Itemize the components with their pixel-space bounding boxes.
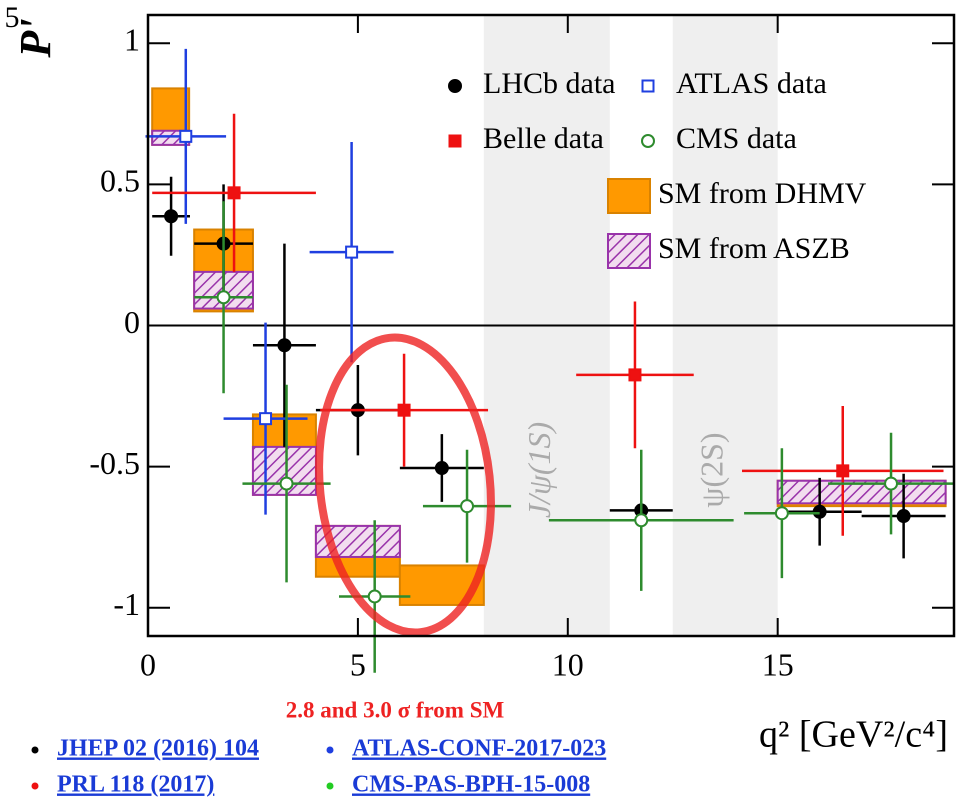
data-point (397, 403, 411, 417)
x-axis-label: q² [GeV²/c⁴] (759, 714, 948, 756)
data-point (179, 129, 193, 143)
y-axis-label: P' (11, 18, 60, 58)
data-point (227, 186, 241, 200)
x-tick-label: 10 (552, 646, 584, 682)
y-axis-label-sub: 5 (5, 1, 20, 34)
y-tick-label: -0.5 (89, 445, 140, 481)
x-tick-label: 15 (762, 646, 794, 682)
data-point (434, 461, 449, 476)
data-point (836, 464, 850, 478)
reference-bullet (31, 746, 39, 754)
data-point (259, 412, 273, 426)
points-layer (145, 48, 954, 673)
legend-swatch (607, 178, 651, 214)
data-point (634, 513, 649, 528)
y-tick-label: 1 (124, 22, 140, 58)
annotation: 2.8 and 3.0 σ from SM (286, 697, 505, 722)
data-point (345, 245, 359, 259)
data-point (628, 368, 642, 382)
legend-marker (448, 134, 462, 148)
y-tick-label: 0 (124, 304, 140, 340)
legend-label: ATLAS data (676, 67, 827, 100)
highlight-ellipse (315, 333, 495, 637)
data-point (277, 338, 292, 353)
legend-label: SM from DHMV (658, 177, 867, 210)
x-tick-label: 0 (140, 646, 156, 682)
data-point (884, 476, 899, 491)
region-label: ψ(2S) (694, 432, 730, 507)
data-point (367, 589, 382, 604)
data-point (812, 504, 827, 519)
reference-bullet (326, 782, 334, 790)
data-point (164, 209, 179, 224)
reference-link[interactable]: PRL 118 (2017) (57, 772, 214, 798)
region-label: J/ψ(1S) (521, 422, 557, 518)
reference-link[interactable]: JHEP 02 (2016) 104 (57, 736, 259, 762)
axes-layer: 0 5 10 15 -1 -0.5 0 0.5 1 (89, 15, 954, 682)
theory-box (251, 445, 317, 496)
data-point (216, 290, 231, 305)
legend: LHCb data ATLAS data Belle data CMS data SM … (448, 67, 867, 269)
legend-marker (641, 79, 655, 93)
legend-label: Belle data (483, 122, 604, 155)
legend-marker (641, 134, 655, 148)
reference-link[interactable]: ATLAS-CONF-2017-023 (352, 736, 606, 762)
x-tick-label: 5 (350, 646, 366, 682)
reference-bullet (31, 782, 39, 790)
reference-bullet (326, 746, 334, 754)
legend-marker (448, 79, 462, 93)
legend-label: LHCb data (483, 67, 615, 100)
data-point (460, 499, 475, 514)
data-point (774, 506, 789, 521)
y-tick-label: -1 (113, 586, 140, 622)
legend-label: SM from ASZB (658, 232, 850, 265)
legend-label: CMS data (676, 122, 797, 155)
legend-swatch (607, 233, 651, 269)
references: JHEP 02 (2016) 104 ATLAS-CONF-2017-023 PRL… (31, 736, 606, 798)
reference-link[interactable]: CMS-PAS-BPH-15-008 (352, 772, 590, 798)
data-point (896, 509, 911, 524)
data-point (279, 476, 294, 491)
y-tick-label: 0.5 (100, 163, 140, 199)
